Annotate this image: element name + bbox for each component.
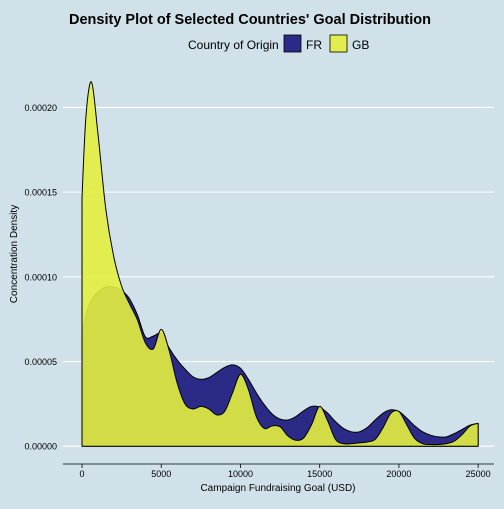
y-tick-label: 0.00015	[24, 188, 57, 198]
y-tick-label: 0.00005	[24, 357, 57, 367]
axis-layer: 0.00000 0.00005 0.00010 0.00015 0.00020 0 5000…	[24, 103, 494, 479]
legend-swatch-fr	[283, 34, 302, 53]
legend: Country of Origin FR GB	[188, 34, 369, 53]
x-tick-label: 0	[80, 469, 85, 479]
legend-label-fr: FR	[306, 38, 322, 52]
x-axis-label: Campaign Fundraising Goal (USD)	[200, 483, 355, 494]
area-layer	[81, 81, 479, 447]
density-area-gb	[81, 81, 479, 447]
y-tick-label: 0.00020	[24, 103, 57, 113]
y-axis-label: Concentration Density	[9, 205, 20, 303]
legend-swatch-gb	[329, 34, 348, 53]
x-tick-label: 5000	[151, 469, 171, 479]
legend-title: Country of Origin	[188, 38, 279, 52]
x-tick-label: 20000	[386, 469, 411, 479]
y-tick-label: 0.00000	[24, 442, 57, 452]
legend-label-gb: GB	[352, 38, 369, 52]
x-tick-label: 15000	[307, 469, 332, 479]
chart-title: Density Plot of Selected Countries' Goal…	[69, 12, 431, 28]
x-tick-label: 10000	[228, 469, 253, 479]
x-tick-label: 25000	[466, 469, 491, 479]
y-tick-label: 0.00010	[24, 272, 57, 282]
